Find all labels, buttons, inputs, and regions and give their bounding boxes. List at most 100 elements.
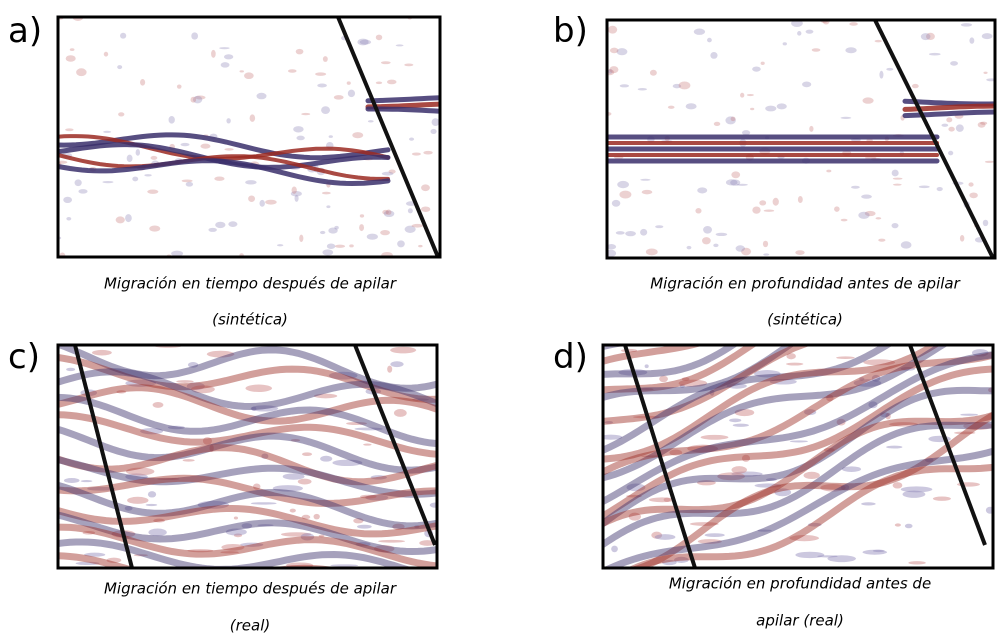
caption: Migración en profundidad antes de apilar — [650, 275, 960, 293]
noise — [678, 379, 708, 387]
noise — [144, 174, 152, 177]
noise — [776, 103, 787, 110]
noise — [66, 217, 72, 221]
noise — [429, 502, 437, 508]
noise — [115, 216, 125, 224]
noise — [609, 66, 619, 74]
reflector — [58, 393, 437, 447]
reflector — [58, 411, 437, 458]
noise — [132, 176, 139, 182]
caption: apilar (real) — [756, 612, 844, 630]
noise — [387, 79, 397, 85]
noise — [704, 533, 725, 538]
panel-label: a) — [8, 11, 42, 51]
noise — [333, 95, 344, 100]
noise — [215, 221, 226, 229]
noise — [879, 70, 884, 79]
noise — [228, 221, 238, 228]
noise — [607, 25, 618, 34]
noise — [845, 47, 857, 54]
noise — [611, 545, 618, 553]
reflector — [603, 345, 705, 365]
noise — [955, 124, 964, 132]
panel-label: c) — [8, 337, 40, 377]
noise — [190, 96, 197, 103]
noise — [404, 63, 414, 67]
noise — [619, 190, 632, 199]
noise — [892, 177, 903, 180]
noise — [730, 179, 741, 186]
noise — [948, 126, 955, 132]
noise — [240, 542, 264, 547]
fault — [73, 345, 134, 568]
seismic-image — [58, 345, 437, 568]
noise — [900, 367, 916, 371]
noise — [709, 389, 715, 396]
image-frame — [605, 18, 997, 260]
noise — [885, 412, 891, 420]
noise — [892, 183, 902, 186]
noise — [654, 534, 676, 540]
noise — [786, 353, 796, 360]
reflector — [58, 474, 437, 507]
noise — [167, 425, 185, 430]
noise — [681, 377, 690, 381]
noise — [936, 186, 943, 192]
noise — [960, 413, 979, 416]
noise — [703, 225, 712, 234]
noise — [702, 237, 711, 245]
noise — [725, 116, 736, 125]
noise — [257, 524, 274, 527]
noise — [892, 482, 903, 489]
noise — [346, 421, 367, 426]
reflector — [58, 444, 437, 486]
noise — [617, 180, 629, 189]
noise — [886, 67, 894, 71]
reflector — [365, 101, 440, 110]
reflector — [603, 345, 740, 378]
noise — [209, 444, 214, 452]
noise — [928, 52, 941, 56]
noise — [774, 488, 792, 497]
noise — [182, 459, 195, 462]
noise — [318, 534, 325, 538]
noise — [874, 39, 882, 43]
noise — [412, 398, 429, 401]
noise — [637, 88, 647, 91]
noise — [669, 449, 683, 456]
noise — [686, 245, 692, 250]
noise — [226, 118, 231, 124]
noise — [245, 180, 257, 185]
noise — [299, 234, 304, 243]
noise — [265, 199, 277, 205]
noise — [103, 130, 112, 133]
noise — [290, 438, 301, 442]
noise — [753, 370, 781, 378]
noise — [392, 523, 405, 530]
reflector — [58, 158, 391, 187]
noise — [802, 81, 812, 88]
reflector — [603, 345, 758, 394]
noise — [185, 181, 194, 187]
image-frame — [601, 343, 995, 570]
noise — [700, 434, 729, 440]
noise — [858, 211, 870, 219]
noise — [326, 243, 336, 249]
noise — [315, 72, 327, 76]
noise — [969, 192, 978, 199]
noise — [147, 189, 159, 194]
noise — [92, 349, 112, 356]
seismic-image — [58, 17, 440, 257]
reflector — [627, 411, 993, 568]
noise — [117, 65, 123, 70]
noise — [731, 466, 747, 474]
noise — [803, 471, 820, 480]
noise — [608, 69, 613, 74]
noise — [729, 418, 742, 423]
image-bg — [58, 17, 440, 257]
noise — [126, 154, 133, 163]
noise — [626, 494, 642, 498]
noise — [615, 231, 625, 235]
noise — [241, 523, 253, 529]
noise — [127, 496, 149, 504]
